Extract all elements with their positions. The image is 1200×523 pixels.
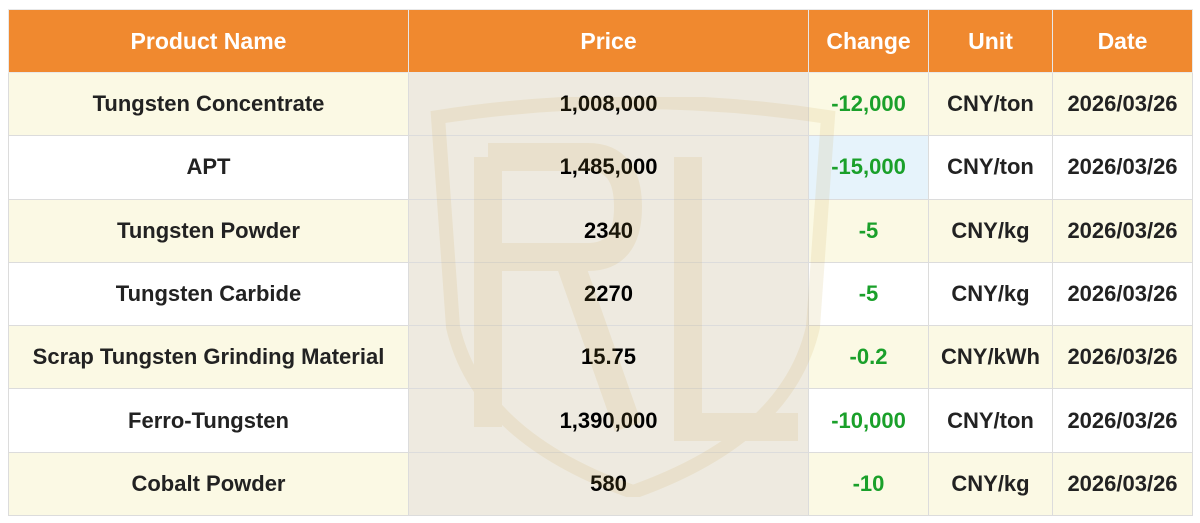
table-row: Tungsten Powder 2340 -5 CNY/kg 2026/03/2… bbox=[8, 198, 1193, 263]
table-row: Tungsten Concentrate 1,008,000 -12,000 C… bbox=[8, 71, 1193, 137]
change-cell: -0.2 bbox=[808, 325, 929, 390]
date-cell: 2026/03/26 bbox=[1052, 261, 1193, 327]
price-cell: 580 bbox=[408, 451, 809, 517]
change-cell: -5 bbox=[808, 198, 929, 263]
price-cell: 1,008,000 bbox=[408, 71, 809, 137]
table-row: Scrap Tungsten Grinding Material 15.75 -… bbox=[8, 325, 1193, 390]
date-cell: 2026/03/26 bbox=[1052, 198, 1193, 263]
date-cell: 2026/03/26 bbox=[1052, 135, 1193, 200]
price-cell: 15.75 bbox=[408, 325, 809, 390]
unit-cell: CNY/ton bbox=[928, 135, 1053, 200]
unit-cell: CNY/ton bbox=[928, 388, 1053, 453]
product-name-cell: Tungsten Carbide bbox=[8, 261, 409, 327]
product-name-cell: Tungsten Powder bbox=[8, 198, 409, 263]
header-date[interactable]: Date bbox=[1052, 9, 1193, 73]
table-row: Tungsten Carbide 2270 -5 CNY/kg 2026/03/… bbox=[8, 261, 1193, 327]
price-cell: 1,485,000 bbox=[408, 135, 809, 200]
change-cell: -10 bbox=[808, 451, 929, 517]
unit-cell: CNY/kg bbox=[928, 198, 1053, 263]
product-name-cell: Ferro-Tungsten bbox=[8, 388, 409, 453]
header-price[interactable]: Price bbox=[408, 9, 809, 73]
change-cell: -12,000 bbox=[808, 71, 929, 137]
unit-cell: CNY/kg bbox=[928, 261, 1053, 327]
table-header-row: Product Name Price Change Unit Date bbox=[8, 9, 1193, 73]
change-cell: -10,000 bbox=[808, 388, 929, 453]
date-cell: 2026/03/26 bbox=[1052, 451, 1193, 517]
table-row: Cobalt Powder 580 -10 CNY/kg 2026/03/26 bbox=[8, 451, 1193, 517]
change-cell: -15,000 bbox=[808, 135, 929, 200]
header-product-name[interactable]: Product Name bbox=[8, 9, 409, 73]
header-change[interactable]: Change bbox=[808, 9, 929, 73]
table-row: APT 1,485,000 -15,000 CNY/ton 2026/03/26 bbox=[8, 135, 1193, 200]
price-cell: 2340 bbox=[408, 198, 809, 263]
product-name-cell: Scrap Tungsten Grinding Material bbox=[8, 325, 409, 390]
date-cell: 2026/03/26 bbox=[1052, 71, 1193, 137]
product-name-cell: Tungsten Concentrate bbox=[8, 71, 409, 137]
price-cell: 1,390,000 bbox=[408, 388, 809, 453]
price-table: Product Name Price Change Unit Date Tung… bbox=[8, 9, 1193, 517]
price-cell: 2270 bbox=[408, 261, 809, 327]
unit-cell: CNY/kg bbox=[928, 451, 1053, 517]
table-row: Ferro-Tungsten 1,390,000 -10,000 CNY/ton… bbox=[8, 388, 1193, 453]
unit-cell: CNY/kWh bbox=[928, 325, 1053, 390]
product-name-cell: Cobalt Powder bbox=[8, 451, 409, 517]
price-table-container: Product Name Price Change Unit Date Tung… bbox=[8, 9, 1193, 517]
product-name-cell: APT bbox=[8, 135, 409, 200]
header-unit[interactable]: Unit bbox=[928, 9, 1053, 73]
date-cell: 2026/03/26 bbox=[1052, 388, 1193, 453]
change-cell: -5 bbox=[808, 261, 929, 327]
unit-cell: CNY/ton bbox=[928, 71, 1053, 137]
date-cell: 2026/03/26 bbox=[1052, 325, 1193, 390]
